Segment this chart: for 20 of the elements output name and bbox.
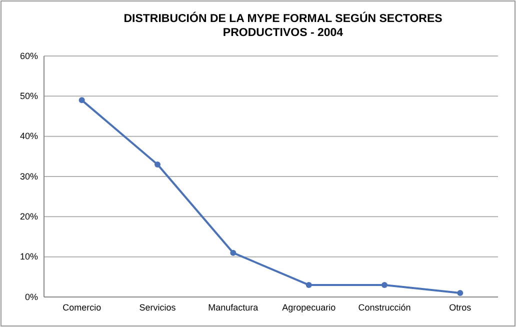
x-tick-label: Otros [449,302,472,312]
y-tick-label: 20% [20,212,38,222]
x-tick-label: Comercio [62,302,102,312]
chart-title: DISTRIBUCIÓN DE LA MYPE FORMAL SEGÚN SECTORES PRODUCTIVOS - 2004 [124,11,443,39]
point [78,97,85,104]
y-tick-label: 0% [24,292,38,302]
y-tick-label: 60% [20,50,38,61]
point [230,250,236,256]
point [382,282,388,288]
y-tick-label: 40% [20,131,38,142]
x-tick-label: Construcción [358,302,411,312]
point [154,161,160,168]
point [457,290,464,296]
x-tick-label: Servicios [139,302,176,312]
y-tick-label: 30% [20,171,38,182]
y-tick-label: 50% [20,91,38,102]
point [306,282,312,288]
x-tick-label: Agropecuario [282,302,336,312]
x-tick-label: Manufactura [208,302,258,312]
y-tick-label: 10% [20,252,38,262]
